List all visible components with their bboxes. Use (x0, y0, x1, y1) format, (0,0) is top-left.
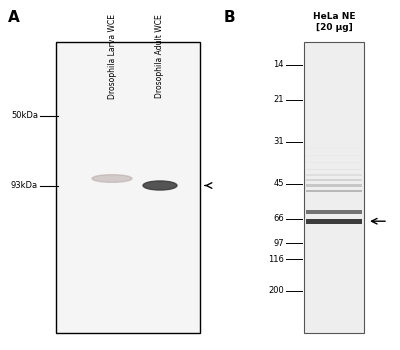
Text: 31: 31 (273, 137, 284, 146)
Bar (306, 162, 362, 163)
Text: 200: 200 (268, 286, 284, 295)
Bar (306, 190, 362, 192)
Ellipse shape (92, 175, 132, 182)
Text: Drosophila Larva WCE: Drosophila Larva WCE (108, 14, 116, 99)
Text: 116: 116 (268, 254, 284, 264)
Text: Drosophila Adult WCE: Drosophila Adult WCE (156, 14, 164, 98)
Text: 14: 14 (274, 60, 284, 69)
Bar (306, 219, 362, 224)
Text: A: A (8, 10, 20, 26)
Text: 66: 66 (273, 214, 284, 223)
Bar (306, 179, 362, 181)
Bar (306, 184, 362, 187)
Ellipse shape (143, 181, 177, 190)
Text: 97: 97 (273, 239, 284, 248)
Bar (304, 42, 364, 332)
Text: 45: 45 (274, 179, 284, 188)
Bar (306, 169, 362, 170)
Bar (306, 148, 362, 149)
Text: 93kDa: 93kDa (11, 181, 38, 190)
Bar (306, 210, 362, 214)
Bar (56, 42, 200, 332)
Text: HeLa NE
[20 μg]: HeLa NE [20 μg] (313, 12, 355, 32)
Text: B: B (224, 10, 236, 26)
Text: 21: 21 (274, 95, 284, 104)
Text: 50kDa: 50kDa (11, 111, 38, 120)
Bar (306, 155, 362, 156)
Bar (306, 174, 362, 176)
